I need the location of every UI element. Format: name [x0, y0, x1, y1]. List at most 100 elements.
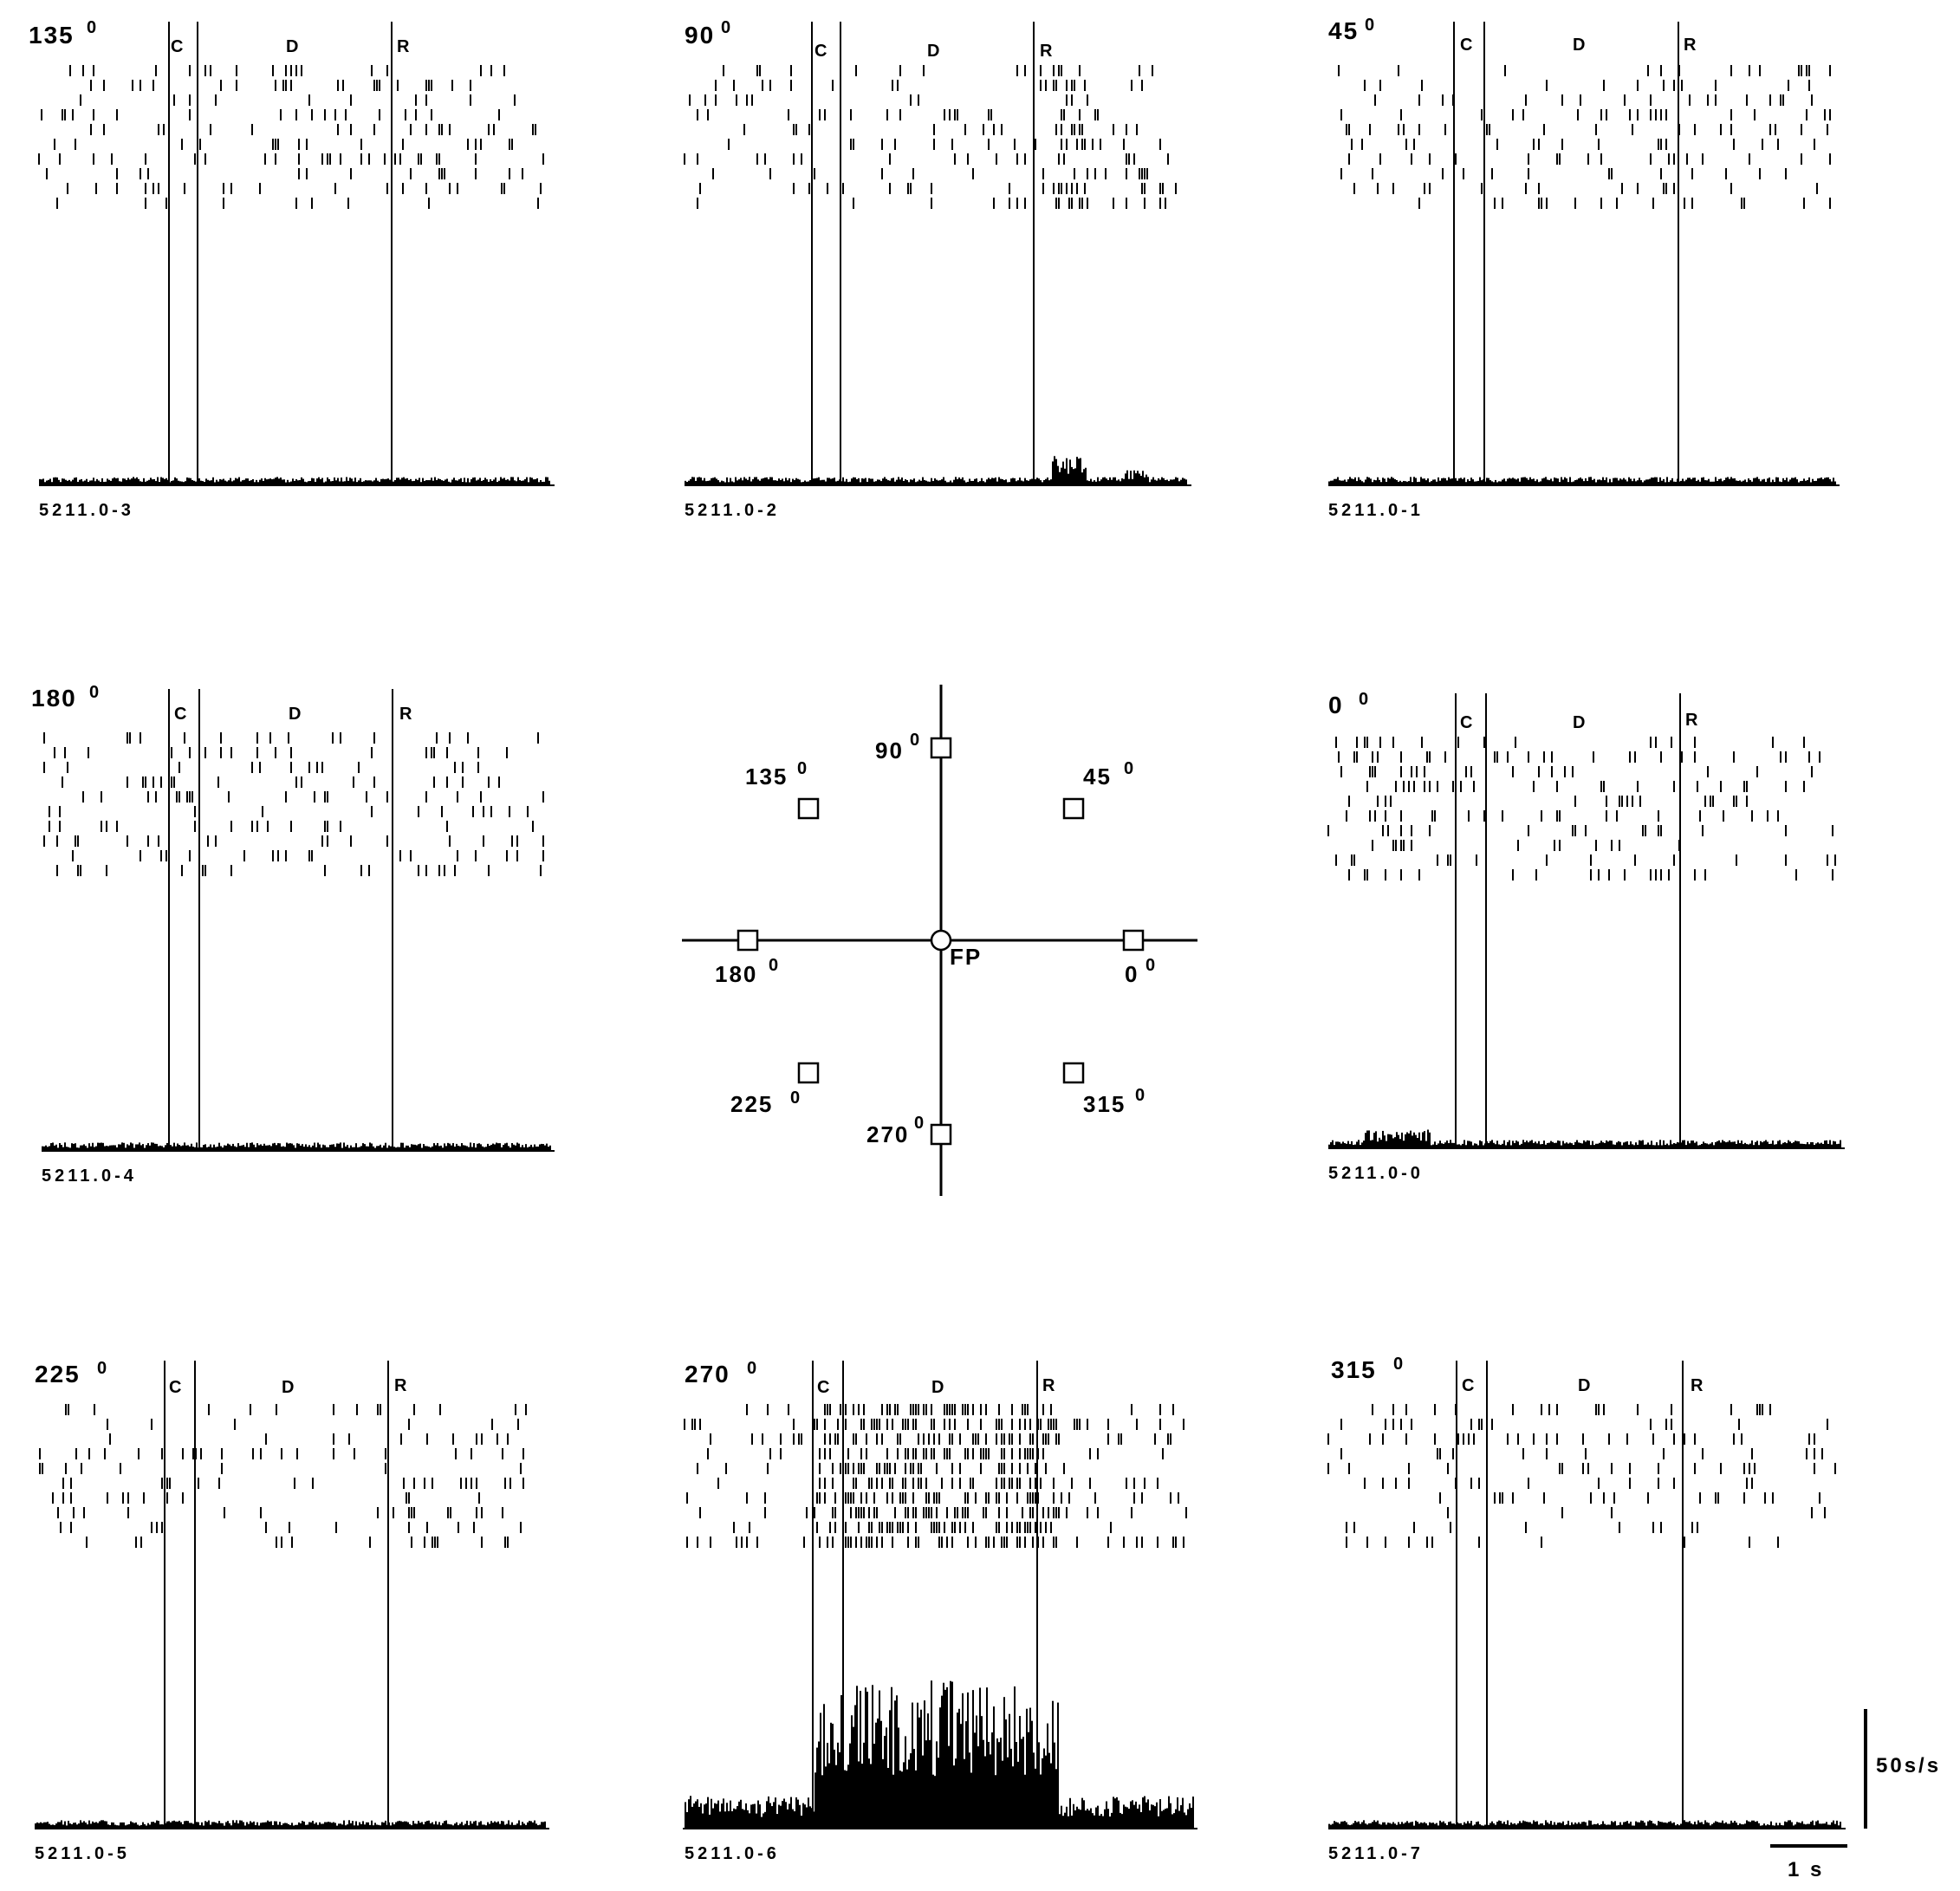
histogram-bin — [433, 1143, 435, 1151]
histogram-bin — [299, 479, 301, 485]
histogram-bin — [1578, 478, 1580, 485]
histogram-bin — [59, 1143, 61, 1151]
histogram-bin — [1370, 478, 1372, 485]
histogram-bin — [1493, 1823, 1495, 1829]
histogram-bin — [1729, 1140, 1730, 1148]
histogram-bin — [1561, 1823, 1562, 1829]
histogram-bin — [62, 1824, 64, 1829]
histogram-bin — [1375, 1131, 1377, 1148]
histogram-bin — [1645, 479, 1647, 485]
histogram-bin — [1602, 1821, 1604, 1829]
histogram-bin — [470, 1142, 471, 1151]
histogram-bin — [1436, 1823, 1438, 1829]
histogram-bin — [789, 1803, 790, 1829]
histogram-bin — [75, 477, 77, 485]
histogram-bin — [1384, 1135, 1386, 1148]
histogram-bin — [458, 1825, 459, 1829]
histogram-bin — [892, 478, 894, 485]
histogram-bin — [204, 1144, 206, 1151]
histogram-bin — [1833, 478, 1834, 485]
histogram-bin — [1717, 1140, 1718, 1148]
histogram-bin — [1392, 1822, 1394, 1829]
histogram-bin — [196, 1822, 198, 1829]
histogram-bin — [1432, 1144, 1434, 1148]
histogram-bin — [121, 1142, 123, 1151]
histogram-bin — [537, 1825, 539, 1829]
histogram-bin — [79, 479, 81, 485]
histogram-bin — [522, 1145, 523, 1151]
histogram-bin — [338, 1143, 340, 1151]
histogram-bin — [1145, 474, 1147, 485]
histogram-bin — [1625, 1141, 1626, 1148]
histogram-bin — [75, 1143, 76, 1151]
histogram-bin — [1555, 478, 1557, 485]
histogram-bin — [77, 481, 79, 485]
histogram-bin — [1781, 482, 1782, 485]
histogram-bin — [763, 1813, 764, 1829]
histogram — [39, 477, 550, 485]
histogram-bin — [78, 1147, 80, 1151]
histogram-bin — [438, 1822, 440, 1829]
histogram-bin — [1798, 482, 1800, 485]
histogram-bin — [702, 1813, 704, 1829]
histogram-bin — [1121, 478, 1123, 485]
histogram-bin — [802, 482, 804, 485]
histogram-bin — [1121, 1814, 1123, 1829]
histogram-bin — [1557, 478, 1559, 485]
histogram-bin — [849, 1743, 851, 1829]
angle-label: 180 — [31, 685, 77, 712]
histogram-bin — [229, 1823, 230, 1829]
histogram-bin — [412, 1144, 414, 1151]
histogram-bin — [328, 1147, 329, 1151]
histogram-bin — [106, 1146, 107, 1151]
histogram-bin — [1774, 1825, 1775, 1829]
histogram-bin — [341, 1824, 343, 1829]
histogram-bin — [1391, 1134, 1392, 1148]
histogram-bin — [1088, 481, 1090, 485]
histogram-bin — [1788, 1140, 1789, 1148]
histogram-bin — [382, 478, 384, 485]
histogram-bin — [165, 478, 167, 485]
histogram-bin — [1425, 480, 1427, 485]
histogram-bin — [863, 478, 865, 485]
histogram-bin — [1831, 1144, 1833, 1148]
histogram-bin — [1476, 481, 1477, 485]
histogram-bin — [1803, 478, 1805, 485]
histogram-bin — [905, 479, 906, 485]
histogram-bin — [835, 481, 837, 485]
histogram-bin — [151, 1142, 153, 1151]
histogram-bin — [1587, 1825, 1588, 1829]
histogram-bin — [754, 477, 756, 485]
histogram-bin — [154, 1823, 156, 1829]
histogram-bin — [1144, 477, 1145, 485]
histogram-bin — [1425, 1823, 1427, 1829]
panel-0: 0 0 C D R 5211.0-0 — [1327, 690, 1845, 1183]
histogram-bin — [1055, 458, 1057, 485]
histogram-bin — [159, 1145, 161, 1151]
histogram-bin — [83, 1821, 85, 1829]
histogram-bin — [522, 1822, 523, 1829]
histogram-bin — [1654, 1823, 1656, 1829]
histogram-bin — [1535, 1821, 1536, 1829]
histogram-bin — [789, 478, 790, 485]
histogram-bin — [352, 1821, 354, 1829]
histogram-bin — [112, 478, 114, 485]
histogram-bin — [1054, 1742, 1055, 1829]
histogram-bin — [407, 1822, 409, 1829]
histogram-bin — [264, 478, 266, 485]
histogram-bin — [960, 1724, 962, 1829]
histogram-bin — [721, 480, 723, 485]
histogram-bin — [1644, 480, 1645, 485]
histogram-bin — [858, 478, 860, 485]
histogram-bin — [1659, 477, 1661, 485]
histogram-bin — [1436, 1144, 1438, 1148]
histogram-bin — [449, 1143, 451, 1151]
histogram-bin — [528, 482, 529, 485]
histogram-bin — [1739, 1143, 1741, 1148]
histogram-bin — [1658, 481, 1659, 485]
histogram-bin — [1427, 478, 1429, 485]
histogram-bin — [965, 482, 967, 485]
histogram-bin — [1515, 1140, 1517, 1148]
histogram-bin — [149, 1824, 151, 1829]
histogram-bin — [1330, 480, 1332, 485]
